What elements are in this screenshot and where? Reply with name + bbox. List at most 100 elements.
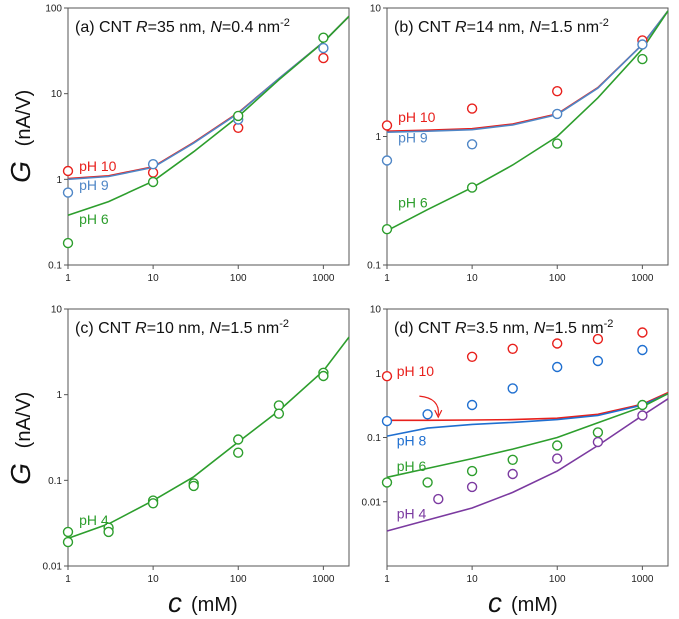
x-tick-label: 1000 bbox=[631, 273, 654, 284]
fit-curve bbox=[67, 15, 350, 180]
fit-curve bbox=[386, 392, 669, 437]
data-point bbox=[466, 481, 478, 493]
data-point bbox=[62, 165, 74, 177]
x-tick-label: 10 bbox=[467, 574, 479, 585]
x-tick-label: 1000 bbox=[312, 273, 335, 284]
y-axis-label-bottom-unit: (nA/V) bbox=[13, 392, 35, 449]
series-label: pH 10 bbox=[79, 158, 117, 174]
series-label: pH 6 bbox=[397, 458, 427, 474]
panel-title: (c) CNT R=10 nm, N=1.5 nm-2 bbox=[75, 318, 289, 337]
series-label: pH 9 bbox=[79, 177, 109, 193]
y-tick-label: 1 bbox=[56, 390, 62, 401]
y-tick-label: 10 bbox=[370, 305, 382, 316]
data-point bbox=[637, 399, 648, 411]
data-point bbox=[381, 155, 393, 166]
x-tick-label: 1 bbox=[384, 574, 390, 585]
y-tick-label: 0.1 bbox=[48, 476, 62, 487]
x-tick-label: 1 bbox=[65, 273, 71, 284]
plot-frame bbox=[67, 7, 350, 266]
panel-c: 1 10 100 1000 0.01 0.1 1 10 (c) CNT R=10 nm, N=1… bbox=[43, 305, 350, 585]
data-point bbox=[318, 370, 329, 382]
data-point bbox=[381, 415, 393, 427]
data-point bbox=[147, 167, 159, 178]
fit-curve bbox=[67, 15, 350, 181]
data-point bbox=[507, 468, 518, 480]
y-tick-label: 0.01 bbox=[43, 562, 63, 573]
data-point bbox=[552, 440, 563, 451]
data-point bbox=[552, 108, 563, 120]
fit-curve bbox=[387, 391, 669, 422]
x-tick-label: 1000 bbox=[631, 574, 654, 585]
data-point bbox=[637, 344, 648, 356]
y-tick-label: 0.1 bbox=[367, 433, 381, 444]
y-tick-label: 1 bbox=[375, 369, 381, 380]
x-tick-label: 100 bbox=[549, 273, 566, 284]
panel-title: (d) CNT R=3.5 nm, N=1.5 nm-2 bbox=[394, 318, 613, 337]
x-tick-label: 10 bbox=[467, 273, 479, 284]
y-axis-label-top-symbol: G bbox=[5, 161, 36, 183]
data-point bbox=[466, 103, 478, 114]
data-point bbox=[232, 110, 244, 122]
y-tick-label: 10 bbox=[370, 4, 382, 15]
data-point bbox=[62, 237, 74, 249]
fit-curve bbox=[386, 392, 669, 479]
data-point bbox=[381, 120, 393, 131]
data-point bbox=[507, 454, 518, 465]
x-tick-label: 10 bbox=[148, 273, 160, 284]
y-tick-label: 10 bbox=[51, 89, 63, 100]
annotation-arrowhead bbox=[434, 409, 443, 419]
series-label: pH 4 bbox=[397, 505, 427, 521]
data-point bbox=[507, 383, 518, 394]
y-axis-label-top-unit: (nA/V) bbox=[13, 90, 35, 147]
data-point bbox=[422, 477, 433, 488]
series-label: pH 9 bbox=[398, 129, 428, 145]
data-point bbox=[381, 223, 393, 235]
series-label: pH 8 bbox=[397, 433, 427, 449]
x-tick-label: 1 bbox=[65, 574, 71, 585]
data-point bbox=[103, 526, 114, 538]
data-point bbox=[147, 176, 159, 188]
y-tick-label: 100 bbox=[45, 4, 62, 15]
data-point bbox=[422, 409, 433, 420]
data-point bbox=[552, 138, 563, 149]
y-tick-label: 1 bbox=[56, 175, 62, 186]
data-point bbox=[147, 498, 159, 509]
data-point bbox=[318, 32, 329, 43]
data-point bbox=[592, 427, 604, 438]
plot-frame bbox=[386, 308, 669, 567]
x-tick-label: 10 bbox=[148, 574, 160, 585]
fit-curve bbox=[67, 336, 350, 540]
annotation-arrow bbox=[419, 395, 439, 416]
x-axis-label-left-symbol: c bbox=[168, 587, 182, 618]
data-point bbox=[637, 53, 648, 65]
data-point bbox=[466, 399, 478, 411]
x-axis-label-left-unit: (mM) bbox=[191, 594, 238, 616]
x-tick-label: 100 bbox=[230, 273, 247, 284]
fit-curve bbox=[386, 10, 669, 133]
data-point bbox=[188, 480, 199, 492]
data-point bbox=[62, 536, 74, 548]
data-point bbox=[592, 333, 604, 345]
plot-frame bbox=[386, 7, 669, 266]
data-point bbox=[507, 343, 518, 354]
plot-frame bbox=[67, 308, 350, 567]
data-point bbox=[318, 42, 329, 54]
x-tick-label: 100 bbox=[549, 574, 566, 585]
data-point bbox=[466, 465, 478, 477]
y-tick-label: 0.1 bbox=[367, 261, 381, 272]
data-point bbox=[466, 351, 478, 362]
panel-title: (b) CNT R=14 nm, N=1.5 nm-2 bbox=[394, 17, 609, 36]
x-axis-label-right-unit: (mM) bbox=[511, 594, 558, 616]
x-tick-label: 1 bbox=[384, 273, 390, 284]
data-point bbox=[552, 361, 563, 373]
data-point bbox=[552, 85, 563, 97]
data-point bbox=[466, 182, 478, 193]
data-point bbox=[552, 338, 563, 349]
data-point bbox=[147, 158, 159, 170]
data-point bbox=[62, 526, 74, 538]
series-label: pH 10 bbox=[397, 363, 435, 379]
series-label: pH 4 bbox=[79, 512, 109, 528]
